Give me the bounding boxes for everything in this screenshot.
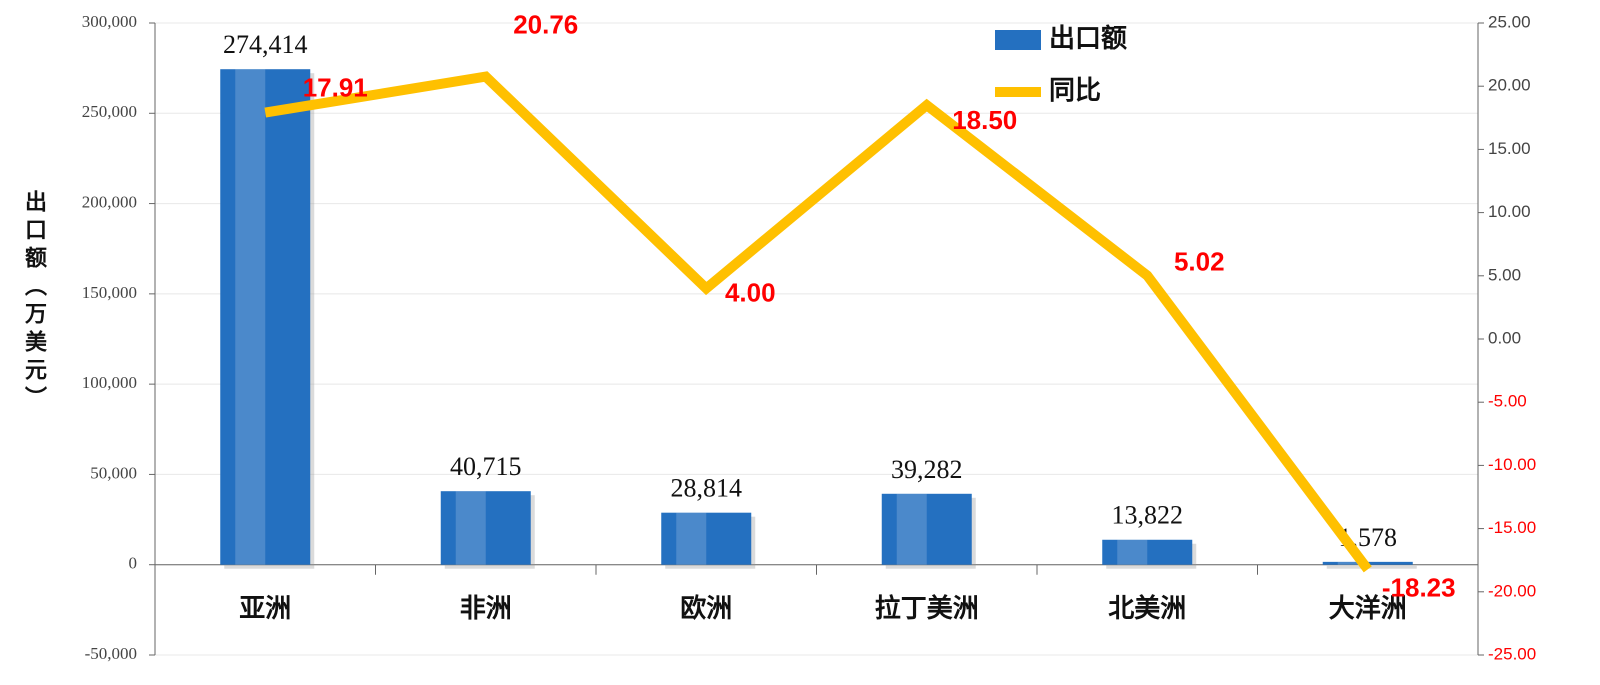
bar-shine [676, 512, 707, 565]
y2-tick-label: -5.00 [1488, 392, 1527, 411]
y-tick-label: 100,000 [82, 373, 137, 392]
bar-shine [235, 69, 266, 565]
bar-shine [896, 493, 927, 565]
y2-tick-label: -10.00 [1488, 455, 1536, 474]
x-tick-label: 非洲 [460, 594, 512, 624]
legend-label: 同比 [1049, 76, 1101, 106]
line-label: 5.02 [1174, 246, 1225, 276]
line-label: 17.91 [303, 72, 368, 102]
bar [1102, 539, 1193, 565]
line-label: 4.00 [725, 277, 776, 307]
bar-shine [1337, 561, 1368, 565]
y-tick-label: 0 [129, 554, 138, 573]
y-tick-label: 150,000 [82, 283, 137, 302]
bar [440, 491, 531, 565]
legend-swatch [995, 30, 1041, 50]
line-label: -18.23 [1382, 572, 1456, 602]
bar [881, 493, 972, 565]
x-tick-label: 拉丁美洲 [875, 593, 979, 624]
bar-label: 40,715 [450, 452, 522, 481]
legend-label: 出口额 [1049, 24, 1127, 54]
x-tick-label: 大洋洲 [1329, 593, 1407, 624]
bar-shine [1117, 539, 1148, 565]
bar-label: 13,822 [1112, 501, 1184, 530]
y2-tick-label: -15.00 [1488, 518, 1536, 537]
y-tick-label: 250,000 [82, 102, 137, 121]
bar-shadow [1326, 565, 1417, 569]
y2-tick-label: 5.00 [1488, 265, 1521, 284]
x-tick-label: 欧洲 [680, 593, 732, 624]
y2-tick-label: -20.00 [1488, 581, 1536, 600]
x-tick-label: 亚洲 [239, 594, 291, 624]
y-tick-label: -50,000 [85, 644, 137, 663]
y2-tick-label: -25.00 [1488, 644, 1536, 663]
y-tick-label: 300,000 [82, 12, 137, 31]
line-label: 18.50 [952, 105, 1017, 135]
y2-tick-label: 15.00 [1488, 139, 1531, 158]
y2-tick-label: 0.00 [1488, 328, 1521, 347]
y-tick-label: 200,000 [82, 192, 137, 211]
x-tick-label: 北美洲 [1108, 593, 1186, 624]
line [264, 71, 1372, 573]
bar-label: 28,814 [671, 474, 743, 503]
bar [661, 512, 752, 565]
y2-tick-label: 10.00 [1488, 202, 1531, 221]
bar-label: 39,282 [891, 455, 963, 484]
y2-tick-label: 25.00 [1488, 12, 1531, 31]
y2-tick-label: 20.00 [1488, 76, 1531, 95]
bar [220, 69, 311, 565]
bar-shine [455, 491, 486, 565]
y-axis-title: 出口额（万美元） [21, 190, 47, 414]
line-label: 20.76 [513, 9, 578, 39]
y-tick-label: 50,000 [90, 463, 137, 482]
bar-label: 274,414 [223, 30, 308, 59]
